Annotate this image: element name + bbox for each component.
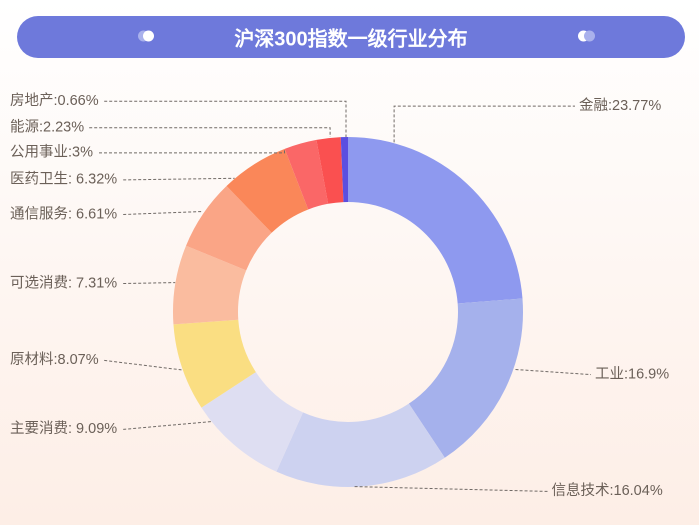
svg-text:医药卫生: 6.32%: 医药卫生: 6.32%	[10, 171, 117, 188]
svg-text:工业:16.9%: 工业:16.9%	[595, 365, 669, 382]
svg-text:主要消费: 9.09%: 主要消费: 9.09%	[10, 420, 117, 437]
svg-text:金融:23.77%: 金融:23.77%	[579, 97, 661, 114]
svg-text:公用事业:3%: 公用事业:3%	[10, 144, 93, 161]
svg-text:信息技术:16.04%: 信息技术:16.04%	[552, 482, 663, 499]
svg-text:原材料:8.07%: 原材料:8.07%	[10, 351, 99, 368]
svg-text:房地产:0.66%: 房地产:0.66%	[10, 92, 99, 109]
svg-text:通信服务: 6.61%: 通信服务: 6.61%	[10, 205, 117, 222]
svg-text:可选消费: 7.31%: 可选消费: 7.31%	[10, 274, 117, 291]
svg-text:能源:2.23%: 能源:2.23%	[10, 119, 84, 136]
